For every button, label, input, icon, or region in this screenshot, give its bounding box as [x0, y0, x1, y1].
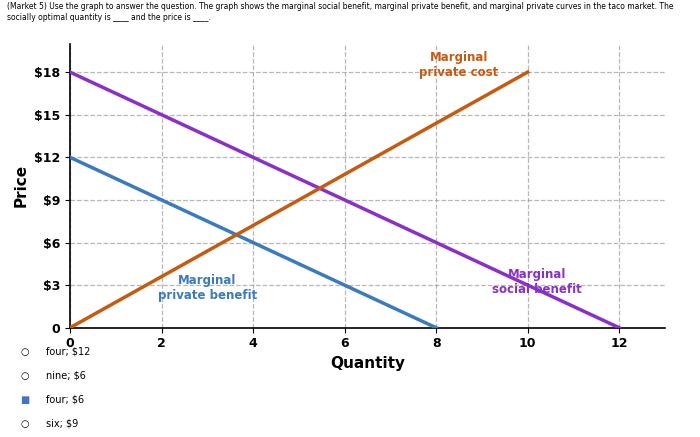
Text: six; $9: six; $9 — [46, 419, 78, 429]
X-axis label: Quantity: Quantity — [330, 356, 405, 371]
Text: nine; $6: nine; $6 — [46, 371, 85, 381]
Text: four; $12: four; $12 — [46, 347, 90, 357]
Text: ○: ○ — [20, 347, 29, 357]
Text: Marginal
social benefit: Marginal social benefit — [492, 268, 582, 296]
Text: ■: ■ — [20, 395, 29, 405]
Text: ○: ○ — [20, 419, 29, 429]
Text: four; $6: four; $6 — [46, 395, 83, 405]
Text: (Market 5) Use the graph to answer the question. The graph shows the marginal so: (Market 5) Use the graph to answer the q… — [7, 2, 673, 21]
Text: Marginal
private cost: Marginal private cost — [419, 51, 498, 79]
Text: ○: ○ — [20, 371, 29, 381]
Y-axis label: Price: Price — [13, 164, 29, 207]
Text: Marginal
private benefit: Marginal private benefit — [158, 274, 257, 302]
